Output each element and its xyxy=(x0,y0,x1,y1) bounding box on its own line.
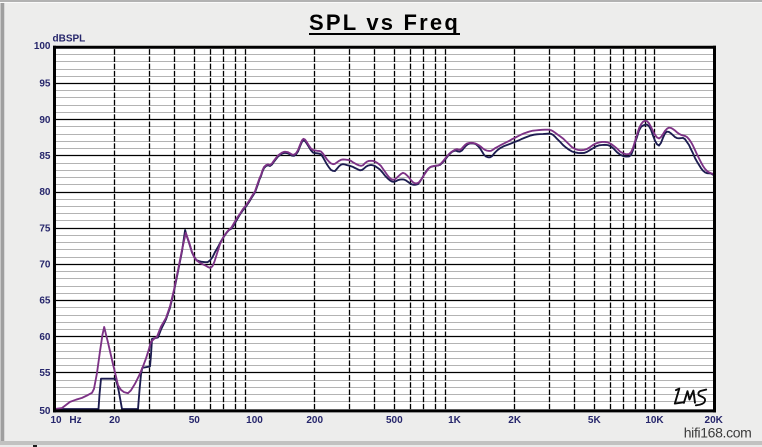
svg-text:65: 65 xyxy=(39,296,51,307)
svg-text:20: 20 xyxy=(109,415,121,426)
svg-text:50: 50 xyxy=(189,415,201,426)
svg-text:5K: 5K xyxy=(588,415,602,426)
svg-text:85: 85 xyxy=(39,151,51,162)
svg-text:75: 75 xyxy=(39,223,51,234)
svg-text:100: 100 xyxy=(34,41,51,52)
svg-text:500: 500 xyxy=(386,415,403,426)
svg-text:80: 80 xyxy=(39,187,51,198)
svg-text:Hz: Hz xyxy=(69,415,81,426)
svg-text:hifi168.com: hifi168.com xyxy=(684,425,752,441)
svg-text:100: 100 xyxy=(246,415,263,426)
svg-text:200: 200 xyxy=(306,415,323,426)
svg-text:20K: 20K xyxy=(705,415,724,426)
svg-text:95: 95 xyxy=(39,79,51,90)
svg-text:10K: 10K xyxy=(645,415,664,426)
svg-text:dBSPL: dBSPL xyxy=(53,34,86,45)
svg-text:70: 70 xyxy=(39,260,51,271)
svg-text:90: 90 xyxy=(39,115,51,126)
svg-text:55: 55 xyxy=(39,368,51,379)
svg-text:50: 50 xyxy=(39,406,51,417)
svg-text:60: 60 xyxy=(39,332,51,343)
svg-text:10: 10 xyxy=(50,415,62,426)
svg-text:1K: 1K xyxy=(448,415,462,426)
svg-text:2K: 2K xyxy=(508,415,522,426)
